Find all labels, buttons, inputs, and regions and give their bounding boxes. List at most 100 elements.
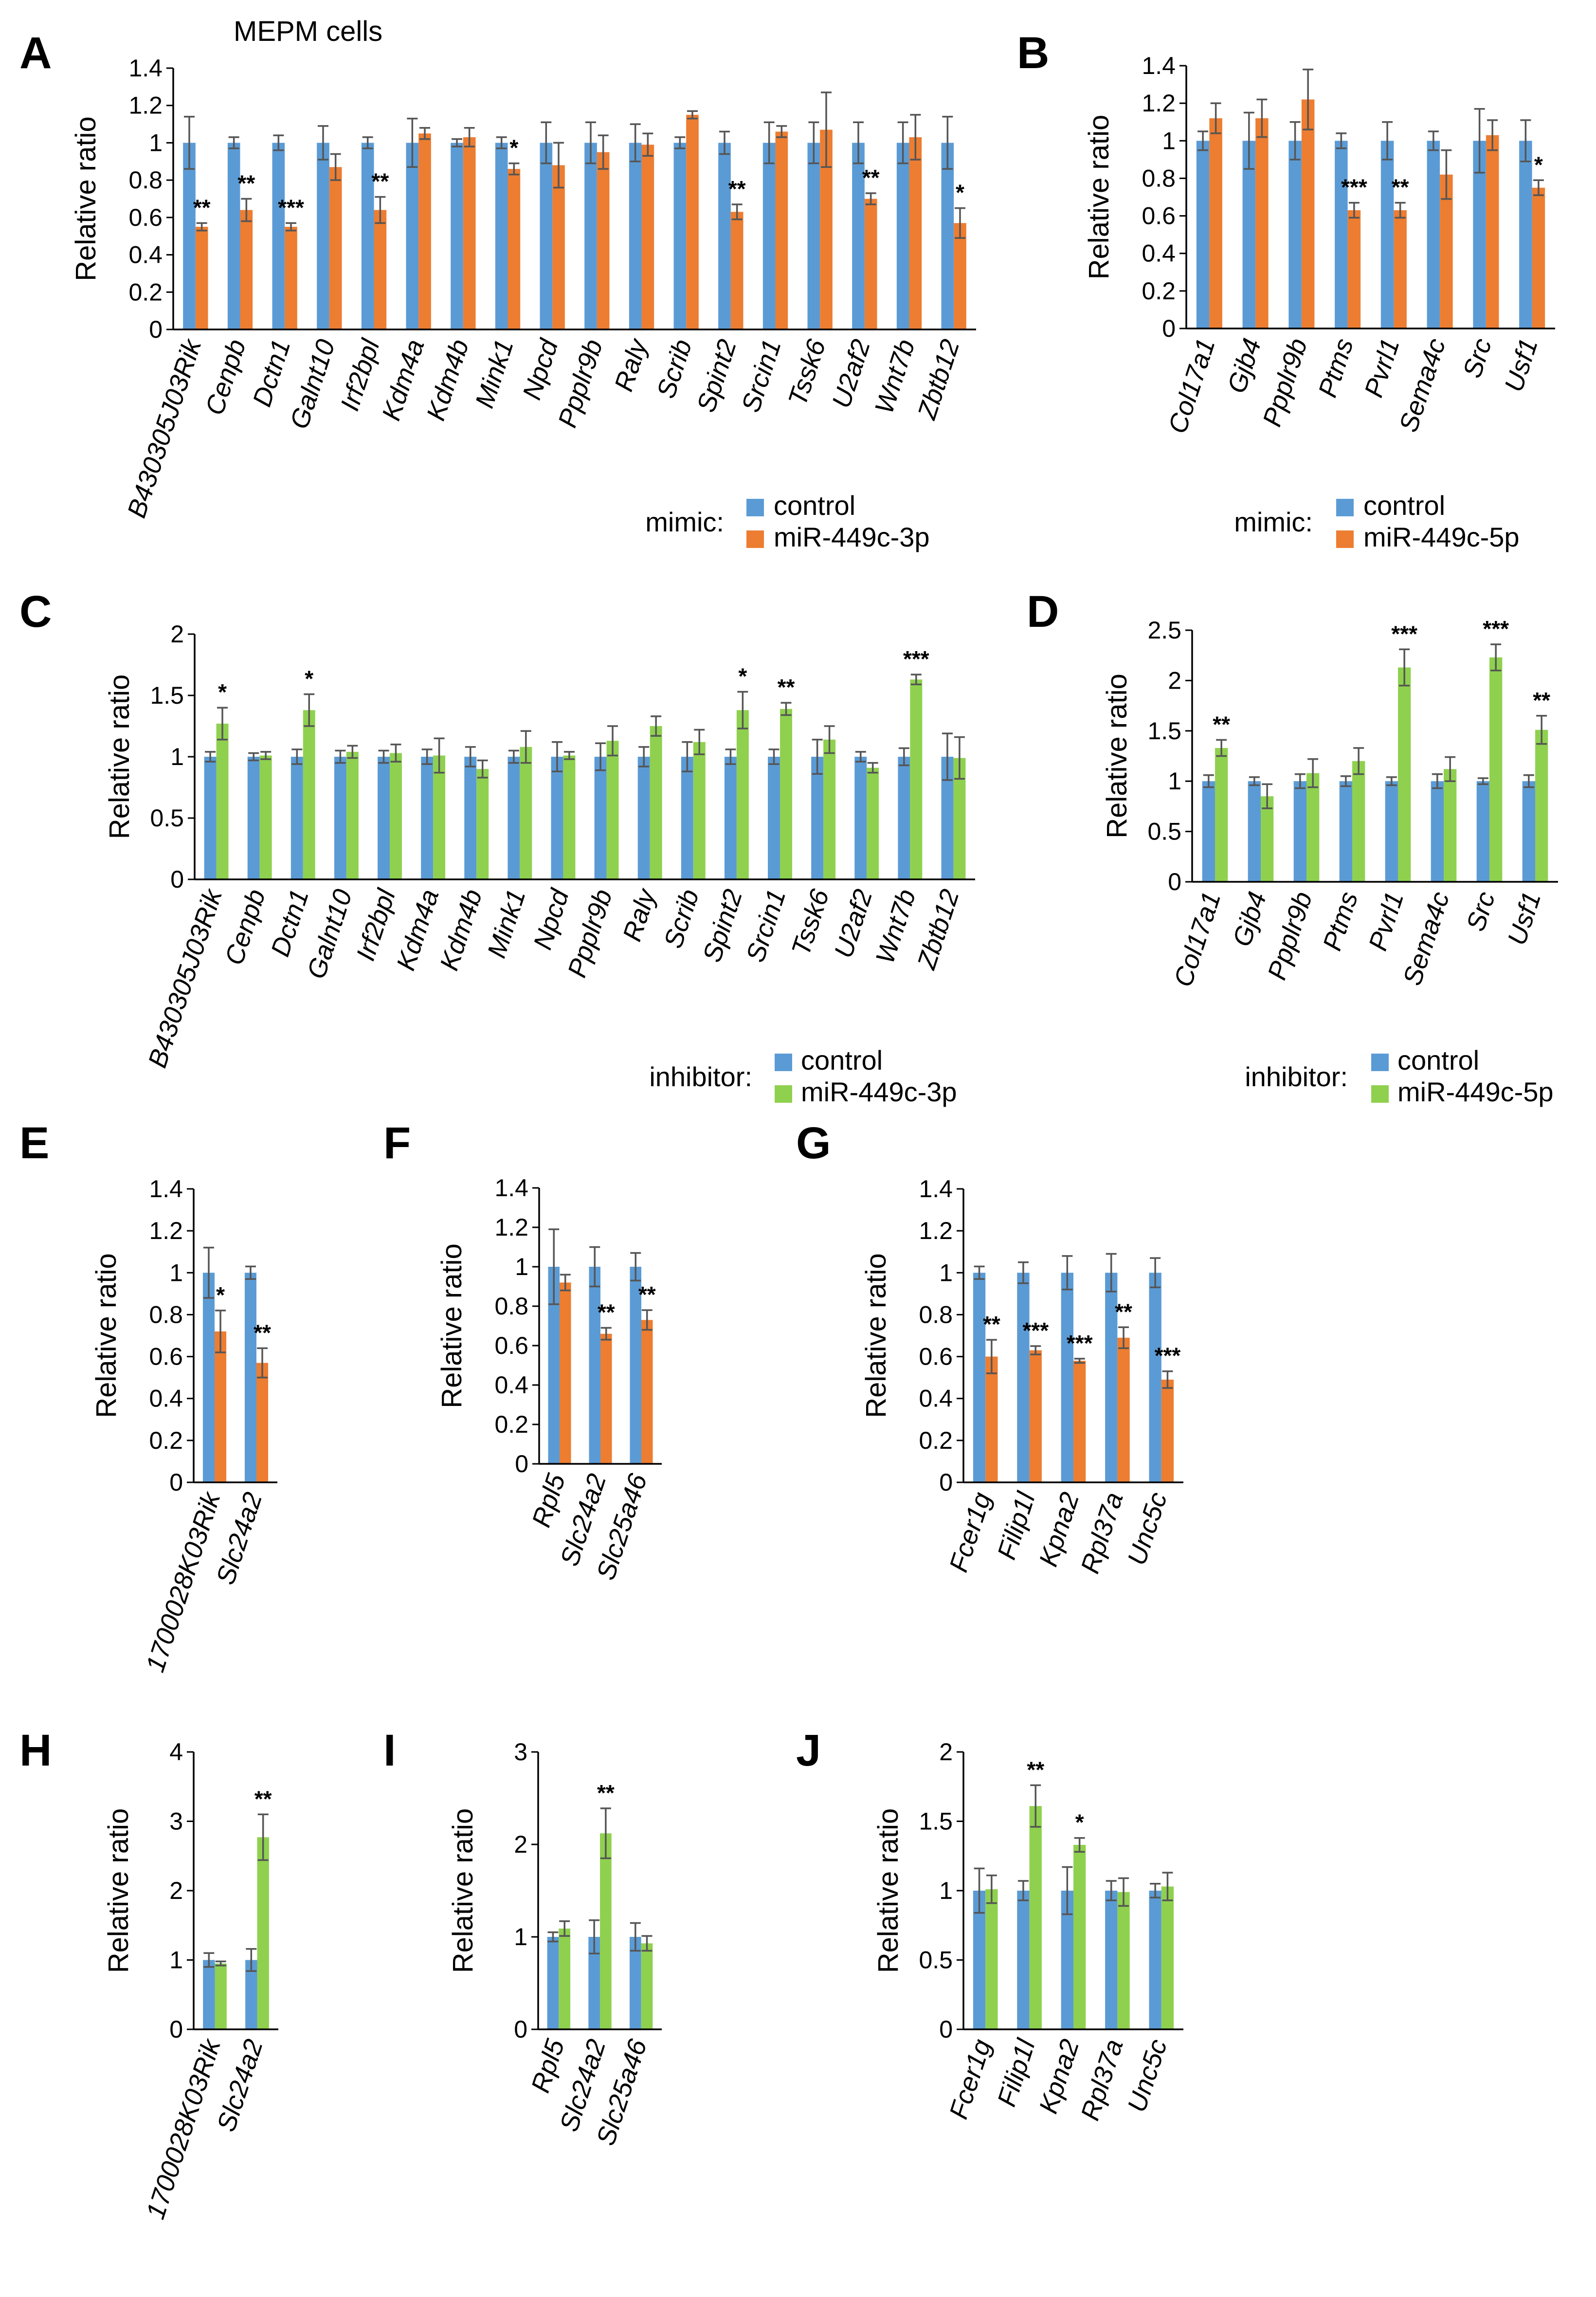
panel-c-bar-treated-15 <box>867 767 879 879</box>
legend-c-prefix: inhibitor: <box>649 1061 752 1092</box>
panel-a-category-14: Tssk6 <box>783 335 832 409</box>
panel-a-significance-0: ** <box>193 195 211 220</box>
panel-b-significance-7: * <box>1534 152 1543 177</box>
panel-f-ytick-label-2: 0.4 <box>494 1371 528 1399</box>
panel-g-errorbar-treated-0 <box>986 1339 997 1374</box>
panel-d-category-7: Usf1 <box>1502 888 1546 948</box>
panel-g-ytick-label-2: 0.4 <box>919 1385 953 1412</box>
legend-d-prefix: inhibitor: <box>1245 1061 1348 1092</box>
panel-a-significance-7: * <box>509 135 518 161</box>
panel-f-errorbar-treated-2 <box>641 1309 653 1331</box>
panel-a-errorbar-control-10 <box>630 123 641 163</box>
panel-d-errorbar-treated-2 <box>1307 758 1319 788</box>
panel-d-bar-control-3 <box>1339 781 1352 882</box>
legend-a-treated: miR-449c-3p <box>774 522 930 552</box>
panel-b-errorbar-treated-4 <box>1395 201 1406 219</box>
panel-a-category-8: Npcd <box>517 335 564 403</box>
panel-d-bar-control-2 <box>1293 781 1306 882</box>
panel-b-bar-treated-7 <box>1532 187 1545 328</box>
panel-g-ytick-label-1: 0.2 <box>919 1427 953 1454</box>
panel-d-ylabel: Relative ratio <box>1101 674 1133 838</box>
panel-j-errorbar-treated-0 <box>986 1874 997 1904</box>
panel-j-errorbar-control-4 <box>1150 1883 1161 1898</box>
panel-c-errorbar-control-9 <box>595 742 606 771</box>
panel-b-bar-treated-1 <box>1255 118 1269 328</box>
panel-b-category-2: Ppplr9b <box>1257 335 1313 430</box>
panel-f-ytick-label-7: 1.4 <box>494 1174 528 1202</box>
panel-d-significance-0: ** <box>1213 711 1230 737</box>
panel-a-bar-control-8 <box>540 143 553 329</box>
panel-a-bar-treated-13 <box>775 131 788 329</box>
panel-d-errorbar-control-2 <box>1294 773 1306 789</box>
panel-d-bar-treated-3 <box>1352 761 1365 882</box>
panel-c-errorbar-treated-4 <box>390 744 401 763</box>
panel-c-errorbar-control-12 <box>725 748 736 765</box>
panel-a-errorbar-treated-6 <box>464 127 475 147</box>
panel-c-category-10: Raly <box>617 884 662 945</box>
panel-b-bar-control-0 <box>1196 141 1210 328</box>
panel-d-errorbar-treated-1 <box>1262 783 1273 809</box>
panel-i-letter: I <box>383 1726 396 1775</box>
panel-a-errorbar-control-15 <box>853 121 864 164</box>
panel-a-bar-treated-9 <box>597 152 610 329</box>
panel-c-errorbar-treated-9 <box>607 725 618 757</box>
panel-c-bar-treated-1 <box>259 755 272 879</box>
panel-c: C 0 0.5 1 1.5 2 Relative ratio * B430305J03RikCe… <box>19 587 975 1071</box>
panel-a-category-10: Raly <box>609 334 653 395</box>
panel-e-bar-treated-1 <box>256 1363 269 1482</box>
panel-c-ytick-label-4: 2 <box>170 620 184 648</box>
panel-e-ytick-label-0: 0 <box>169 1469 183 1496</box>
panel-c-bar-treated-5 <box>433 755 446 879</box>
panel-g-bar-control-1 <box>1017 1273 1030 1482</box>
legend-c-control: control <box>801 1045 883 1076</box>
panel-e-ytick-label-4: 0.8 <box>149 1301 183 1328</box>
panel-a-bar-control-11 <box>673 143 687 329</box>
panel-a-category-0: B430305J03Rik <box>122 334 207 521</box>
panel-h-bar-treated-0 <box>215 1963 227 2029</box>
panel-d-bar-control-4 <box>1385 781 1398 882</box>
panel-d-category-1: Gjb4 <box>1227 888 1272 950</box>
panel-i-errorbar-control-1 <box>589 1919 600 1954</box>
panel-i-ytick-label-3: 3 <box>514 1738 527 1766</box>
panel-a-errorbar-treated-3 <box>330 153 341 181</box>
panel-j-errorbar-control-0 <box>974 1867 985 1914</box>
panel-e-significance-0: * <box>216 1282 225 1308</box>
legend-b-swatch-treated <box>1336 530 1354 548</box>
panel-c-ytick-label-3: 1.5 <box>150 682 184 709</box>
panel-i-errorbar-treated-0 <box>559 1920 570 1937</box>
panel-c-ytick-label-0: 0 <box>170 866 184 893</box>
panel-b-bar-treated-4 <box>1394 210 1407 328</box>
panel-b-category-3: Ptms <box>1313 335 1359 401</box>
panel-h-bar-control-0 <box>203 1960 215 2029</box>
panel-f-errorbar-control-1 <box>589 1246 600 1288</box>
panel-a-ylabel: Relative ratio <box>70 116 102 281</box>
panel-i-bar-treated-1 <box>600 1833 612 2029</box>
panel-i-errorbar-control-0 <box>547 1931 559 1943</box>
panel-b-letter: B <box>1017 28 1049 78</box>
panel-c-category-11: Scrib <box>658 886 705 952</box>
panel-b-errorbar-control-3 <box>1336 132 1347 149</box>
panel-i-bar-control-2 <box>629 1937 641 2029</box>
panel-d-bar-treated-1 <box>1261 796 1274 882</box>
panel-b-bar-control-7 <box>1519 141 1532 328</box>
panel-j-significance-2: * <box>1075 1810 1084 1835</box>
panel-b-bar-treated-2 <box>1301 99 1315 328</box>
panel-c-bar-treated-0 <box>216 723 229 879</box>
panel-j-category-2: Kpna2 <box>1034 2036 1085 2117</box>
panel-a-bar-control-13 <box>762 143 776 329</box>
panel-d-ytick-label-1: 0.5 <box>1147 818 1181 845</box>
panel-c-bar-treated-9 <box>606 741 619 879</box>
panel-b-errorbar-treated-1 <box>1256 98 1268 138</box>
panel-a-errorbar-treated-13 <box>776 125 787 138</box>
panel-f-significance-2: ** <box>638 1282 656 1307</box>
panel-a-errorbar-treated-15 <box>865 192 876 205</box>
panel-g-letter: G <box>796 1118 831 1168</box>
legend-c: inhibitor: control miR-449c-3p <box>649 1045 957 1107</box>
panel-i-errorbar-control-2 <box>630 1922 641 1952</box>
panel-g-errorbar-treated-1 <box>1030 1345 1041 1356</box>
panel-c-errorbar-treated-10 <box>651 715 662 737</box>
panel-c-errorbar-treated-5 <box>434 737 445 774</box>
panel-j-significance-1: ** <box>1027 1757 1044 1782</box>
panel-a-bar-control-9 <box>584 143 597 329</box>
